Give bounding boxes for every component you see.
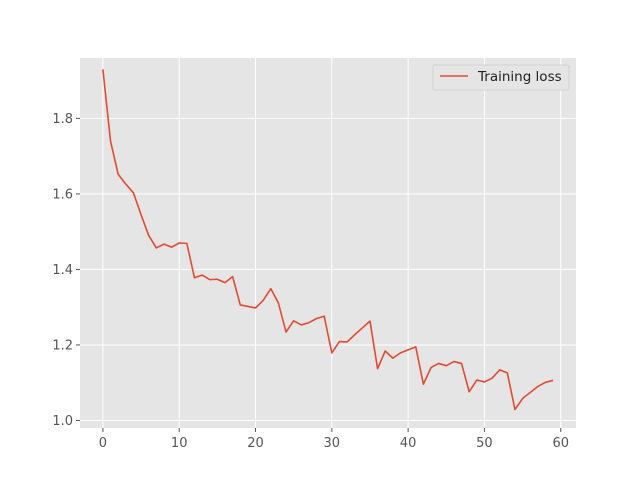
legend-box xyxy=(432,64,570,91)
legend-label: Training loss xyxy=(477,69,562,85)
y-tick-label: 1.0 xyxy=(52,414,73,429)
x-tick-label: 50 xyxy=(476,436,493,451)
plot-background xyxy=(80,58,576,428)
grid-lines xyxy=(80,58,576,428)
x-tick-label: 20 xyxy=(247,436,264,451)
x-tick-label: 40 xyxy=(400,436,417,451)
series-line-training-loss xyxy=(102,69,554,411)
axis-ticks: 0 10 20 30 40 50 60 1.0 1.2 1.4 1.6 1.8 xyxy=(52,112,569,451)
y-tick-label: 1.4 xyxy=(52,263,73,278)
legend: Training loss xyxy=(432,64,570,91)
x-tick-label: 60 xyxy=(552,436,569,451)
y-tick-label: 1.2 xyxy=(52,338,73,353)
x-tick-label: 10 xyxy=(171,436,188,451)
y-tick-label: 1.6 xyxy=(52,187,73,202)
x-tick-label: 0 xyxy=(99,436,107,451)
x-tick-label: 30 xyxy=(324,436,341,451)
series-layer xyxy=(102,69,554,411)
y-tick-label: 1.8 xyxy=(52,112,73,127)
